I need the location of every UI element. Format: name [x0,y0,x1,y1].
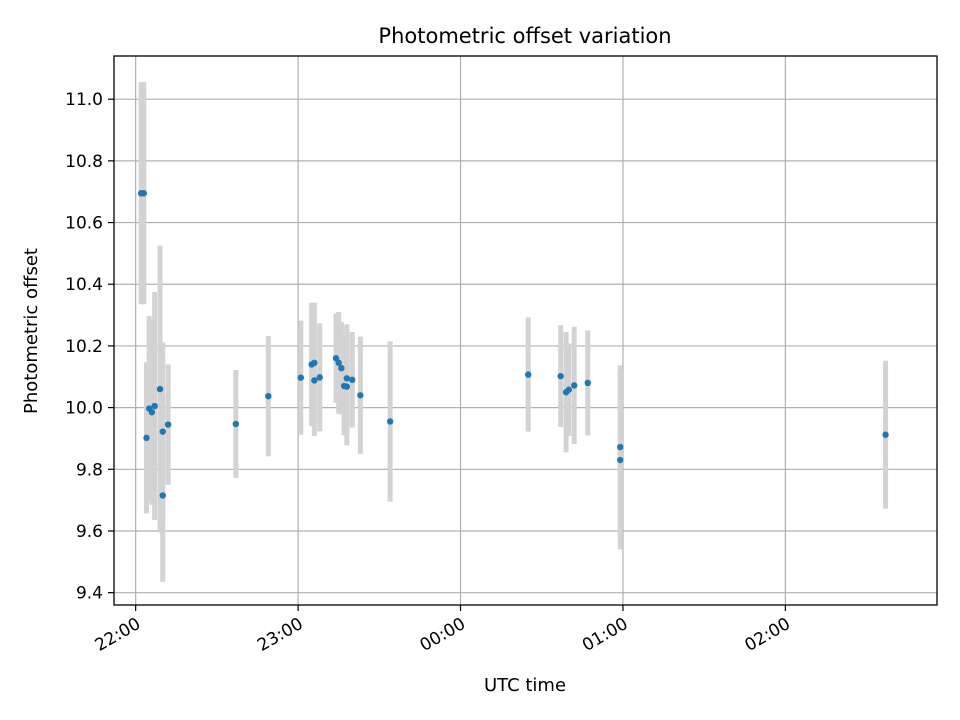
data-point [571,382,578,389]
data-point [565,386,573,393]
x-tick-label: 00:00 [417,614,469,656]
data-point [265,392,272,400]
grid [114,56,937,605]
data-point [164,421,172,428]
y-axis-ticks: 9.4 9.6 9.8 10.0 10.2 10.4 10.6 10.8 11.0 [65,90,114,604]
x-axis-label: UTC time [484,675,566,696]
data-point [156,385,164,393]
y-tick-label: 9.8 [76,460,103,480]
y-tick-label: 9.6 [76,522,103,542]
data-point [316,374,323,381]
x-tick-label: 22:00 [92,614,144,656]
data-point [151,402,158,410]
data-point [332,355,340,362]
y-tick-label: 10.6 [65,214,103,234]
y-tick-label: 10.4 [65,275,103,295]
data-point [311,359,318,367]
plot-frame [113,55,938,606]
chart-title: Photometric offset variation [378,24,671,48]
data-point [159,428,166,435]
x-tick-label: 23:00 [254,614,306,656]
data-point [338,364,345,372]
data-point [357,392,364,399]
x-axis-ticks: 22:00 23:00 00:00 01:00 02:00 [92,605,794,656]
data-point [386,418,394,425]
data-point [617,443,624,451]
data-point [349,376,356,384]
data-point [557,372,564,380]
data-point [617,456,624,464]
data-point [335,359,342,367]
y-tick-label: 10.0 [65,399,103,419]
errorbars [138,82,889,582]
x-tick-label: 02:00 [741,614,793,656]
y-axis-label: Photometric offset [21,248,42,414]
y-tick-label: 11.0 [65,90,103,110]
y-tick-label: 10.2 [65,337,103,357]
data-point [311,377,318,384]
y-tick-label: 9.4 [76,584,103,604]
data-point [297,374,304,381]
data-point [232,420,240,428]
data-point [584,379,591,387]
data-point [882,431,889,438]
x-tick-label: 01:00 [579,614,631,656]
data-point [343,383,351,390]
data-point [343,375,351,382]
data-points [137,190,889,499]
y-tick-label: 10.8 [65,152,103,172]
data-point [159,492,166,499]
data-point [143,434,150,442]
data-point [140,190,147,197]
data-point [148,409,156,416]
data-point [525,371,532,378]
